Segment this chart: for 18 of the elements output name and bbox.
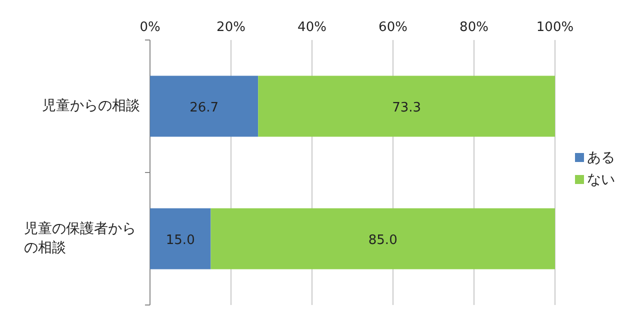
- data-label: 73.3: [392, 100, 422, 116]
- y-tick-label: 児童の保護者からの相談: [24, 220, 137, 258]
- data-label: 26.7: [190, 100, 219, 116]
- x-tick-label: 20%: [216, 20, 246, 35]
- legend-label: ある: [587, 150, 615, 166]
- x-tick-label: 60%: [378, 20, 408, 35]
- bar: [150, 208, 211, 270]
- x-tick-label: 40%: [298, 20, 326, 35]
- bar: [150, 76, 258, 137]
- y-tick-label: 児童からの相談: [42, 96, 140, 116]
- x-tick-label: 100%: [536, 20, 574, 35]
- bar: [210, 208, 555, 270]
- legend-label: ない: [587, 172, 615, 188]
- x-tick-label: 80%: [460, 20, 488, 35]
- bar: [258, 76, 555, 137]
- data-label: 15.0: [166, 232, 195, 248]
- x-tick-label: 0%: [140, 20, 160, 35]
- data-label: 85.0: [368, 232, 398, 248]
